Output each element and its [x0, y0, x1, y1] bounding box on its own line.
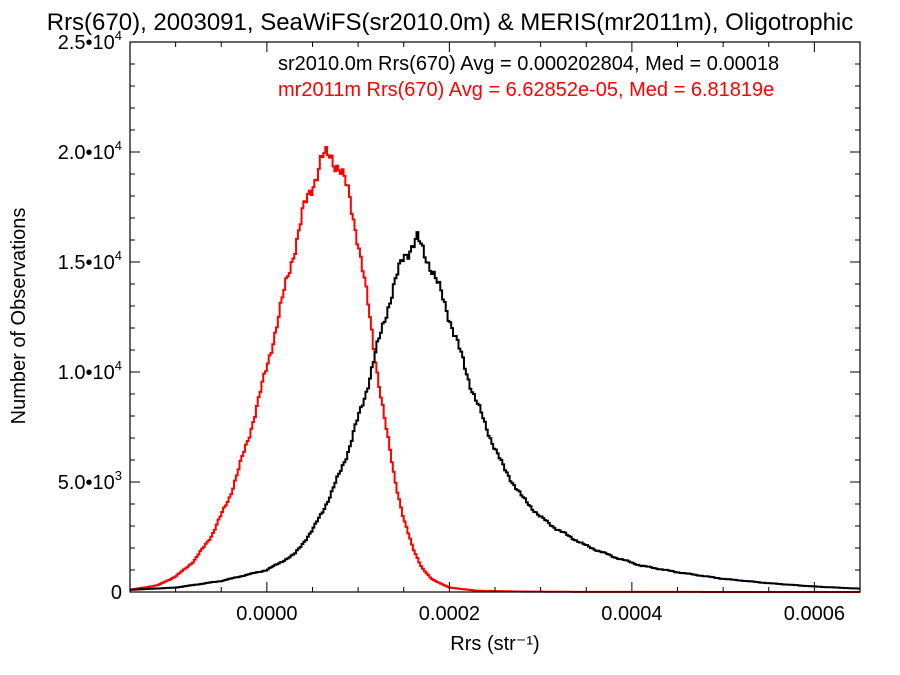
series-stats-label-mr2011: mr2011m Rrs(670) Avg = 6.62852e-05, Med …: [278, 79, 774, 101]
y-tick-label: 5.0•103: [58, 468, 122, 494]
x-axis-label: Rrs (str⁻¹): [450, 633, 539, 655]
plot-frame: [129, 41, 861, 593]
x-tick-label: 0.0002: [419, 603, 480, 625]
series-line-sr2010-0m: [130, 231, 860, 591]
series-stats-label-sr2010: sr2010.0m Rrs(670) Avg = 0.000202804, Me…: [278, 53, 779, 75]
y-tick-label: 1.5•104: [58, 248, 122, 274]
series-line-mr2011m: [130, 145, 860, 593]
y-tick-label: 1.0•104: [58, 358, 122, 384]
y-axis-label: Number of Observations: [8, 208, 30, 425]
y-tick-label: 2.0•104: [58, 138, 122, 164]
plot-area: 0.0000 0.0002 0.0004 0.0006 0 5.0•103 1.0•104 1…: [58, 28, 861, 625]
x-tick-label: 0.0004: [601, 603, 662, 625]
y-tick-label: 0: [111, 582, 122, 604]
x-tick-label: 0.0000: [236, 603, 297, 625]
x-tick-label: 0.0006: [784, 603, 845, 625]
chart-title: Rrs(670), 2003091, SeaWiFS(sr2010.0m) & …: [47, 9, 854, 36]
y-tick-label: 2.5•104: [58, 28, 122, 54]
